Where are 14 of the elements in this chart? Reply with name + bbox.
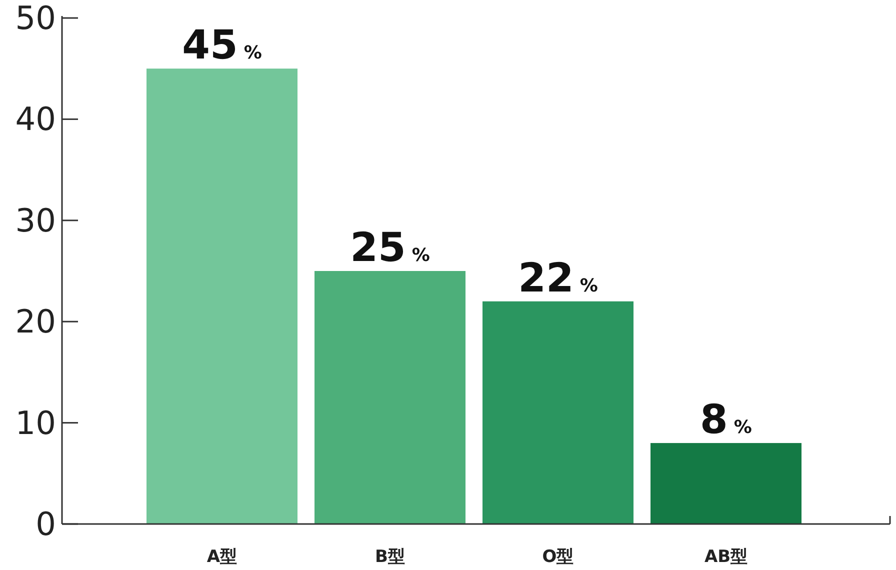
y-tick-label: 30 xyxy=(15,201,56,240)
y-tick-label: 0 xyxy=(36,505,56,543)
y-tick-label: 40 xyxy=(15,100,56,138)
x-tick-label: A型 xyxy=(206,547,238,567)
data-label: 22% xyxy=(518,255,598,302)
y-tick-label: 20 xyxy=(15,302,56,341)
data-label: 45% xyxy=(182,22,262,69)
y-tick-label: 50 xyxy=(15,0,56,37)
data-label: 25% xyxy=(350,225,430,271)
x-tick-label: B型 xyxy=(375,547,405,567)
data-label: 8% xyxy=(700,397,752,444)
y-tick-label: 10 xyxy=(15,404,56,442)
x-tick-label: O型 xyxy=(542,547,574,567)
x-tick-label: AB型 xyxy=(704,547,748,567)
